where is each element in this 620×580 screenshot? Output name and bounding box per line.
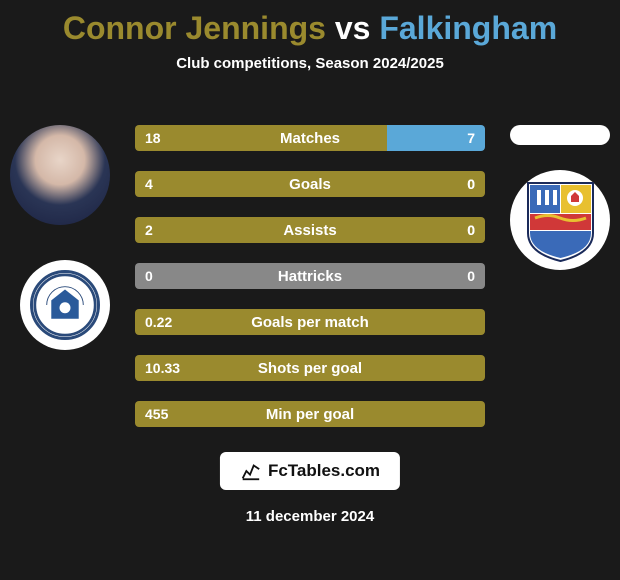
stats-table: 187Matches 400Goals 200Assists 00Hattricks 0… <box>135 125 485 447</box>
stat-label: Shots per goal <box>135 355 485 381</box>
stat-row: 10.33Shots per goal <box>135 355 485 381</box>
stat-row: 400Goals <box>135 171 485 197</box>
stat-label: Matches <box>135 125 485 151</box>
brand-badge: FcTables.com <box>220 452 400 490</box>
stat-label: Hattricks <box>135 263 485 289</box>
stat-label: Goals <box>135 171 485 197</box>
player-left-name: Connor Jennings <box>63 10 326 46</box>
stat-row: 187Matches <box>135 125 485 151</box>
chart-icon <box>240 460 262 482</box>
vs-text: vs <box>326 10 379 46</box>
player-left-club-badge <box>20 260 110 350</box>
tranmere-badge-icon <box>30 270 100 340</box>
stat-row: 0.22Goals per match <box>135 309 485 335</box>
page-title: Connor Jennings vs Falkingham <box>0 0 620 47</box>
player-right-club-badge <box>510 170 610 270</box>
stat-label: Min per goal <box>135 401 485 427</box>
brand-text: FcTables.com <box>268 461 380 481</box>
player-left-avatar <box>10 125 110 225</box>
stat-row: 200Assists <box>135 217 485 243</box>
subtitle: Club competitions, Season 2024/2025 <box>0 55 620 72</box>
stat-row: 455Min per goal <box>135 401 485 427</box>
stat-label: Goals per match <box>135 309 485 335</box>
stat-row: 00Hattricks <box>135 263 485 289</box>
stat-label: Assists <box>135 217 485 243</box>
harrogate-badge-icon <box>523 178 598 263</box>
player-right-avatar <box>510 125 610 145</box>
footer-date: 11 december 2024 <box>0 508 620 525</box>
player-right-name: Falkingham <box>379 10 557 46</box>
